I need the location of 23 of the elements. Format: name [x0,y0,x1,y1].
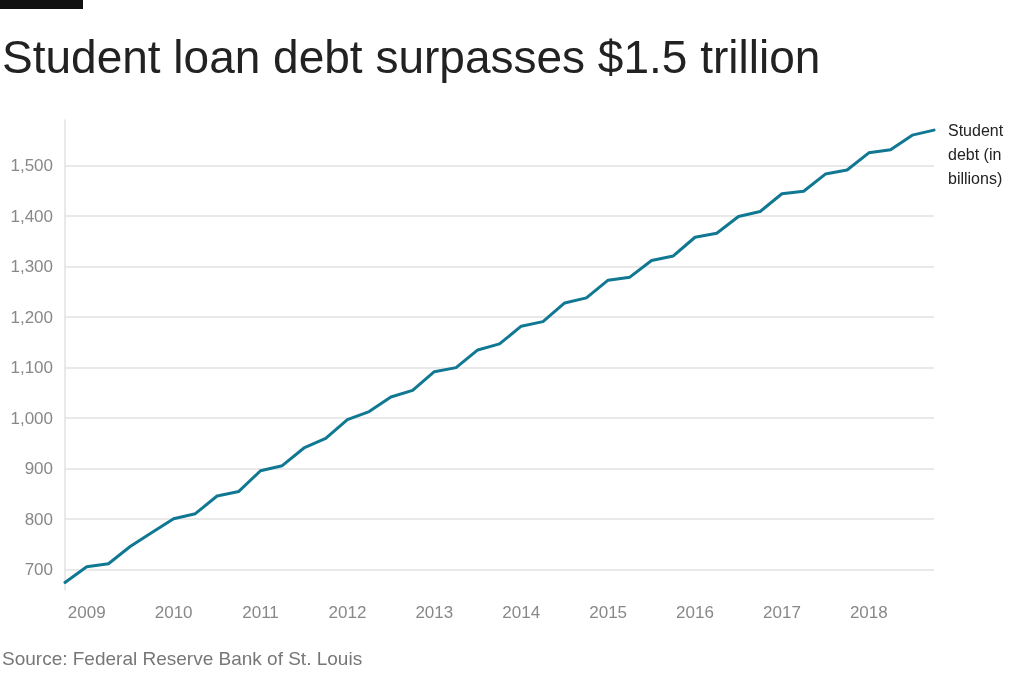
y-tick-label: 1,400 [10,206,53,226]
x-tick-label: 2013 [415,603,454,622]
y-tick-label: 700 [24,560,53,580]
y-tick-label: 800 [24,509,53,529]
y-tick-label: 1,000 [10,408,53,428]
line-series [63,128,936,584]
x-tick-label: 2009 [67,603,106,622]
x-tick-label: 2018 [849,603,888,622]
x-tick-label: 2016 [676,603,714,622]
x-tick-label: 2011 [242,603,279,622]
y-tick-label: 1,200 [10,307,53,327]
x-tick-label: 2012 [328,603,367,622]
y-tick-label: 900 [24,459,53,479]
x-tick-label: 2017 [763,603,801,622]
x-tick-label: 2014 [502,603,541,622]
y-tick-label: 1,500 [10,155,53,175]
x-tick-label: 2010 [154,603,193,622]
source-note: Source: Federal Reserve Bank of St. Louis [2,648,363,670]
chart-title: Student loan debt surpasses $1.5 trillion [2,30,821,84]
y-tick-label: 1,300 [10,257,53,277]
series-label: Student debt (in billions) [948,121,1008,187]
x-tick-label: 2015 [589,603,628,622]
y-tick-label: 1,100 [10,358,53,378]
